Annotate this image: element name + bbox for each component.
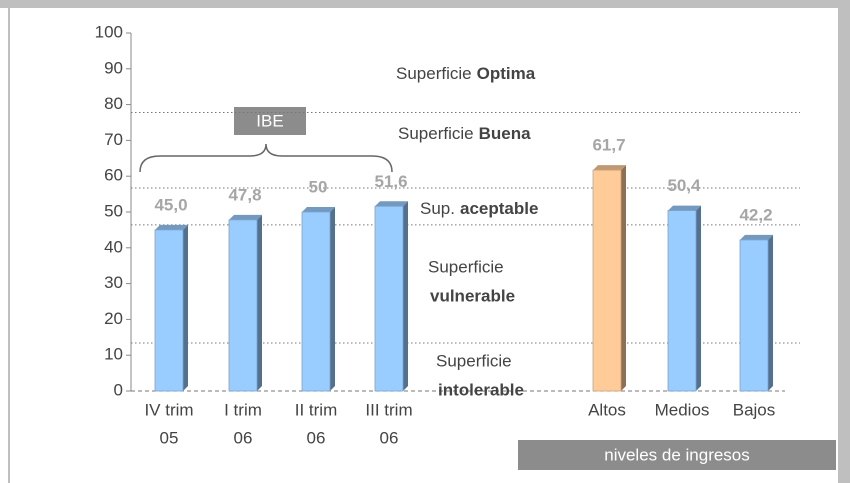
brace [139,143,393,173]
zone-bold: Optima [477,64,536,83]
bar [592,169,622,392]
zone-text: Superficie [398,124,474,143]
x-tick-label: 06 [234,428,253,447]
bar-top [668,205,701,211]
bar [228,219,258,392]
x-tick-label: III trim [365,400,412,419]
bar-top [302,207,335,212]
bar [667,210,697,392]
value-label: 61,7 [592,136,625,155]
bar [154,229,184,392]
y-tick-label: 10 [104,345,123,364]
frame-right [838,0,850,483]
bar-top [375,201,408,207]
value-label: 42,2 [739,205,772,224]
zone-label-bold: intolerable [438,380,524,399]
zone-text: Sup. [420,199,455,218]
ibe-label: IBE [256,111,283,130]
bar-side [183,224,188,391]
x-tick-label: Bajos [733,400,776,419]
bar-top [593,165,626,171]
bar-side [257,214,262,391]
frame-left [8,8,10,483]
y-tick-label: 80 [104,94,123,113]
bar-top [155,224,188,230]
zone-label: Superficie Optima [396,64,536,83]
y-tick-label: 30 [104,273,123,292]
value-label: 47,8 [228,185,261,204]
y-tick-label: 60 [104,166,123,185]
y-tick-label: 20 [104,309,123,328]
zone-label: Superficie [428,257,504,276]
y-tick-label: 70 [104,130,123,149]
value-label: 51,6 [374,172,407,191]
x-tick-label: Medios [655,400,710,419]
y-tick-label: 50 [104,201,123,220]
income-box [518,440,836,470]
bar-side [330,207,335,391]
value-label: 50 [309,177,328,196]
x-tick-label: II trim [295,400,338,419]
bar-top [740,234,773,240]
bar-top [229,214,262,220]
zone-label: Sup. aceptable [420,199,538,218]
zone-label-bold: vulnerable [430,286,515,305]
value-label: 45,0 [154,195,187,214]
zone-bold: aceptable [460,199,538,218]
bar-side [403,201,408,391]
bar [739,239,769,392]
zone-bold: Buena [479,124,532,143]
income-label: niveles de ingresos [604,445,750,464]
y-tick-label: 90 [104,58,123,77]
ibe-box [234,107,306,135]
bar-side [768,234,773,391]
bar-side [621,165,626,391]
x-tick-label: 06 [380,428,399,447]
y-tick-label: 100 [95,22,123,41]
x-tick-label: 05 [160,428,179,447]
y-tick-label: 40 [104,237,123,256]
x-tick-label: Altos [588,400,626,419]
x-tick-label: 06 [307,428,326,447]
frame-top [0,0,850,8]
zone-label: Superficie [436,351,512,370]
zone-label: Superficie Buena [398,124,531,143]
y-tick-label: 0 [114,380,123,399]
x-tick-label: I trim [224,400,262,419]
bar [374,205,404,392]
value-label: 50,4 [667,176,701,195]
zone-text: Superficie [396,64,472,83]
bar-side [696,205,701,391]
bar [301,211,331,392]
x-tick-label: IV trim [144,400,193,419]
